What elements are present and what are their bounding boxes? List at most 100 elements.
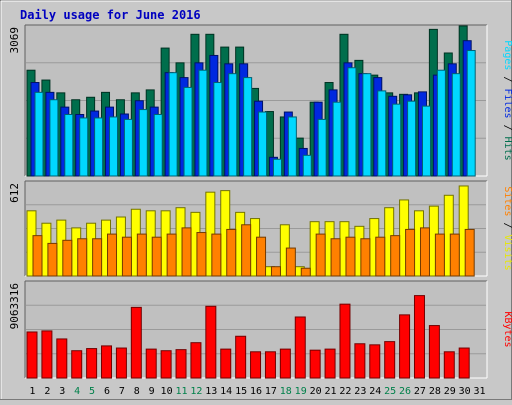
bar-kbytes: [384, 341, 396, 379]
bar-kbytes: [190, 342, 202, 379]
bar-pages: [168, 72, 178, 177]
bar-kbytes: [26, 331, 38, 379]
bar-pages: [287, 116, 297, 177]
x-tick-label: 9: [149, 386, 155, 397]
bar-kbytes: [354, 343, 366, 379]
bar-pages: [392, 103, 402, 177]
bar-sites: [196, 232, 207, 277]
x-tick-label: 25: [384, 386, 396, 397]
x-tick-label: 3: [59, 386, 65, 397]
bar-pages: [407, 100, 417, 177]
bar-pages: [332, 101, 342, 177]
legend-visits: Visits: [502, 235, 512, 271]
bar-pages: [79, 117, 89, 177]
bar-kbytes: [279, 348, 291, 379]
bar-sites: [390, 235, 401, 277]
bar-sites: [300, 267, 311, 277]
x-tick-label: 26: [399, 386, 411, 397]
bar-kbytes: [443, 351, 455, 379]
bar-sites: [136, 233, 147, 277]
bar-kbytes: [175, 349, 187, 379]
bar-sites: [241, 224, 252, 277]
x-tick-label: 30: [459, 386, 471, 397]
bar-kbytes: [399, 314, 411, 379]
bar-sites: [270, 266, 281, 277]
bar-kbytes: [56, 338, 68, 379]
x-tick-label: 13: [205, 386, 217, 397]
chart-title: Daily usage for June 2016: [20, 8, 201, 22]
bar-pages: [272, 158, 282, 177]
x-tick-label: 1: [29, 386, 35, 397]
x-tick-label: 7: [119, 386, 125, 397]
bar-pages: [183, 86, 193, 177]
bar-pages: [451, 73, 461, 177]
bar-kbytes: [235, 335, 247, 379]
legend: KBytes: [502, 311, 512, 347]
legend-pages: Pages: [502, 40, 512, 70]
x-tick-label: 11: [175, 386, 187, 397]
bar-kbytes: [160, 350, 172, 379]
bar-kbytes: [413, 295, 425, 379]
bar-kbytes: [428, 325, 440, 379]
bar-pages: [198, 69, 208, 177]
bar-kbytes: [101, 345, 113, 379]
x-tick-label: 16: [250, 386, 262, 397]
bar-sites: [151, 236, 162, 277]
panel-3: 9063316 KBytes: [8, 280, 512, 379]
x-tick-label: 5: [89, 386, 95, 397]
x-tick-label: 6: [104, 386, 110, 397]
bar-kbytes: [458, 347, 470, 379]
legend-files: Files: [502, 88, 512, 118]
bar-sites: [226, 228, 237, 277]
bar-sites: [405, 228, 416, 277]
bar-sites: [181, 227, 192, 277]
bar-sites: [330, 238, 341, 277]
x-tick-label: 12: [190, 386, 202, 397]
x-tick-label: 8: [134, 386, 140, 397]
x-tick-label: 21: [324, 386, 336, 397]
bar-kbytes: [71, 350, 83, 379]
bar-kbytes: [220, 348, 232, 379]
x-tick-label: 14: [220, 386, 232, 397]
x-tick-label: 22: [339, 386, 351, 397]
bar-kbytes: [115, 347, 127, 379]
bar-sites: [449, 233, 460, 277]
bar-kbytes: [309, 349, 321, 379]
panel-2: 612 Sites / Visits: [8, 180, 512, 277]
bar-kbytes: [294, 316, 306, 379]
bar-pages: [258, 111, 268, 177]
x-tick-label: 28: [429, 386, 441, 397]
legend-separator: /: [502, 70, 512, 88]
x-tick-label: 17: [265, 386, 277, 397]
legend-hits: Hits: [502, 137, 512, 161]
bar-pages: [49, 99, 59, 177]
bar-pages: [302, 154, 312, 177]
bar-pages: [213, 82, 223, 177]
y-max-label: 3069: [8, 27, 21, 54]
bar-pages: [123, 118, 133, 177]
bar-sites: [375, 236, 386, 277]
bar-sites: [77, 238, 88, 277]
legend: Sites / Visits: [502, 186, 512, 270]
bar-sites: [47, 242, 58, 277]
bar-kbytes: [145, 348, 157, 379]
bar-pages: [228, 73, 238, 177]
bar-sites: [166, 233, 177, 277]
legend-separator: /: [502, 216, 512, 234]
bar-sites: [256, 236, 267, 277]
bar-sites: [464, 228, 475, 277]
x-tick-label: 31: [474, 386, 486, 397]
legend-sites: Sites: [502, 186, 512, 216]
x-tick-label: 24: [369, 386, 381, 397]
bar-sites: [62, 239, 73, 277]
bar-pages: [138, 109, 148, 177]
x-tick-label: 29: [444, 386, 456, 397]
x-tick-label: 20: [310, 386, 322, 397]
bar-kbytes: [264, 351, 276, 379]
bar-kbytes: [86, 348, 98, 379]
bar-pages: [243, 77, 253, 177]
legend-separator: /: [502, 119, 512, 137]
y-max-label: 612: [8, 183, 21, 203]
bar-pages: [153, 113, 163, 177]
